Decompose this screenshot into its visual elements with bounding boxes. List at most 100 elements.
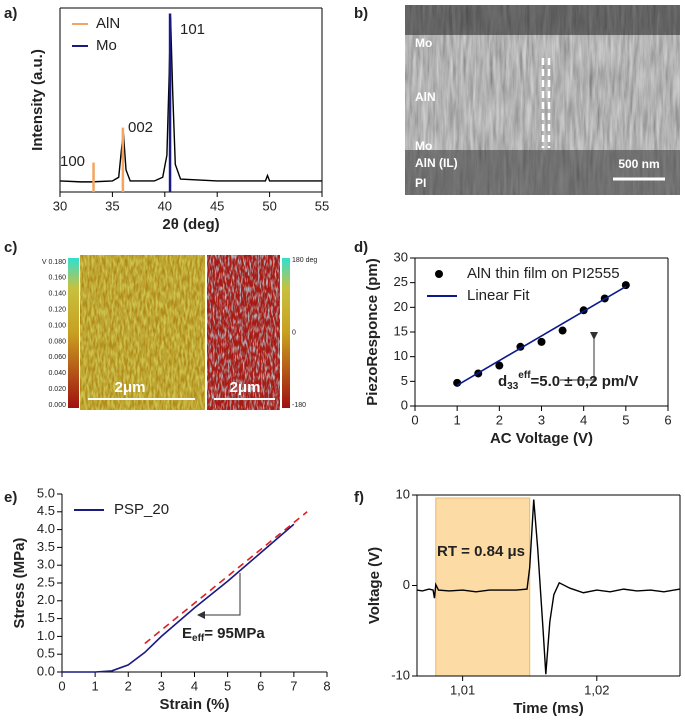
x-tick-label: 1,02 — [584, 682, 609, 697]
y-tick-label: 10 — [394, 348, 408, 363]
annotation-part: E — [182, 625, 192, 642]
y-tick-label: 15 — [394, 323, 408, 338]
layer-label: Mo — [415, 139, 432, 153]
y-tick-label: 20 — [394, 299, 408, 314]
annotation-part: d — [498, 373, 507, 390]
scale-bar-label: 500 nm — [618, 157, 659, 171]
y-tick-label: 2.0 — [37, 592, 55, 607]
y-axis-title: Intensity (a.u.) — [29, 49, 46, 151]
x-axis-title: AC Voltage (V) — [490, 430, 593, 447]
arrow — [560, 332, 598, 381]
x-tick-label: 2 — [496, 412, 503, 427]
series-line — [62, 523, 295, 673]
y-tick-label: 4.0 — [37, 521, 55, 536]
x-axis-title: Time (ms) — [513, 700, 584, 717]
y-tick-label: 5.0 — [37, 485, 55, 500]
y-axis-title: PiezoResponce (pm) — [364, 258, 381, 406]
colorbar-label: 0.060 — [48, 354, 66, 361]
y-tick-label: 10 — [396, 486, 410, 501]
scale-bar-label: 2μm — [115, 379, 146, 396]
y-tick-label: 0.0 — [37, 663, 55, 678]
data-point — [558, 326, 567, 335]
panel-label: f) — [354, 489, 364, 506]
colorbar-label: 0.140 — [48, 291, 66, 298]
legend-label: AlN thin film on PI2555 — [467, 265, 620, 282]
fit-line — [144, 511, 308, 645]
x-tick-label: 1 — [454, 412, 461, 427]
series-line — [456, 285, 627, 386]
data-point — [537, 337, 546, 346]
x-axis-title: 2θ (deg) — [162, 216, 219, 233]
panel-label: e) — [4, 489, 17, 506]
colorbar-labels: V 0.180 0.160 0.140 0.120 0.100 0.080 0.060 0.0… — [42, 257, 318, 409]
x-tick-label: 0 — [411, 412, 418, 427]
colorbar-label: 0.080 — [48, 338, 66, 345]
x-tick-label: 50 — [262, 198, 276, 213]
colorbar-label: 0 — [292, 329, 296, 336]
x-tick-label: 0 — [58, 678, 65, 693]
sem-image — [405, 5, 680, 195]
x-tick-label: 8 — [323, 678, 330, 693]
colorbar-label: 0.120 — [48, 307, 66, 314]
x-tick-label: 6 — [257, 678, 264, 693]
colorbar-label: 0.100 — [48, 322, 66, 329]
x-tick-label: 5 — [224, 678, 231, 693]
y-tick-label: 2.5 — [37, 574, 55, 589]
colorbar-label: 0.000 — [48, 402, 66, 409]
layer-label: AlN (IL) — [415, 156, 458, 170]
colorbar-label: V 0.180 — [42, 259, 66, 266]
x-tick-label: 1,01 — [450, 682, 475, 697]
layer-label: Mo — [415, 36, 432, 50]
x-tick-label: 35 — [105, 198, 119, 213]
y-tick-label: 3.0 — [37, 557, 55, 572]
annotation-part: = 95MPa — [204, 625, 265, 642]
legend-label: Linear Fit — [467, 287, 530, 304]
legend-label: AlN — [96, 15, 120, 32]
annotation-part: eff — [518, 370, 531, 381]
panel-label: c) — [4, 239, 17, 256]
panel-label: a) — [4, 5, 17, 22]
scale-bar-label: 2μm — [230, 379, 261, 396]
annotation-part: 33 — [507, 381, 519, 392]
x-tick-label: 4 — [191, 678, 198, 693]
panel-label: d) — [354, 239, 368, 256]
y-tick-label: 0 — [401, 397, 408, 412]
y-tick-label: 5 — [401, 373, 408, 388]
peak-label: 101 — [180, 21, 205, 38]
y-tick-label: 0.5 — [37, 646, 55, 661]
peak-label: 100 — [60, 153, 85, 170]
x-tick-label: 40 — [158, 198, 172, 213]
legend-label: Mo — [96, 37, 117, 54]
y-axis-title: Voltage (V) — [366, 547, 383, 624]
legend-marker — [435, 270, 443, 278]
x-axis-title: Strain (%) — [159, 696, 229, 713]
y-tick-label: 1.0 — [37, 628, 55, 643]
peak-label: 002 — [128, 119, 153, 136]
y-tick-label: 4.5 — [37, 503, 55, 518]
annotation: RT = 0.84 μs — [437, 543, 525, 560]
x-tick-label: 1 — [92, 678, 99, 693]
x-tick-label: 3 — [158, 678, 165, 693]
x-tick-label: 4 — [580, 412, 587, 427]
data-line — [59, 17, 322, 183]
x-tick-label: 6 — [664, 412, 671, 427]
annotation: d33eff=5.0 ± 0,2 pm/V — [498, 370, 638, 392]
x-tick-label: 3 — [538, 412, 545, 427]
x-tick-label: 7 — [290, 678, 297, 693]
y-tick-label: 1.5 — [37, 610, 55, 625]
data-point — [495, 361, 504, 370]
x-tick-label: 45 — [210, 198, 224, 213]
layer-label: PI — [415, 176, 426, 190]
annotation-part: =5.0 ± 0,2 pm/V — [531, 373, 639, 390]
y-tick-label: 30 — [394, 249, 408, 264]
y-tick-label: 0 — [403, 577, 410, 592]
legend-label: PSP_20 — [114, 501, 169, 518]
x-tick-label: 2 — [125, 678, 132, 693]
layer-label: AlN — [415, 90, 436, 104]
y-tick-label: -10 — [391, 667, 410, 682]
annotation-part: eff — [192, 633, 205, 644]
x-tick-label: 5 — [622, 412, 629, 427]
colorbar-label: 0.020 — [48, 386, 66, 393]
